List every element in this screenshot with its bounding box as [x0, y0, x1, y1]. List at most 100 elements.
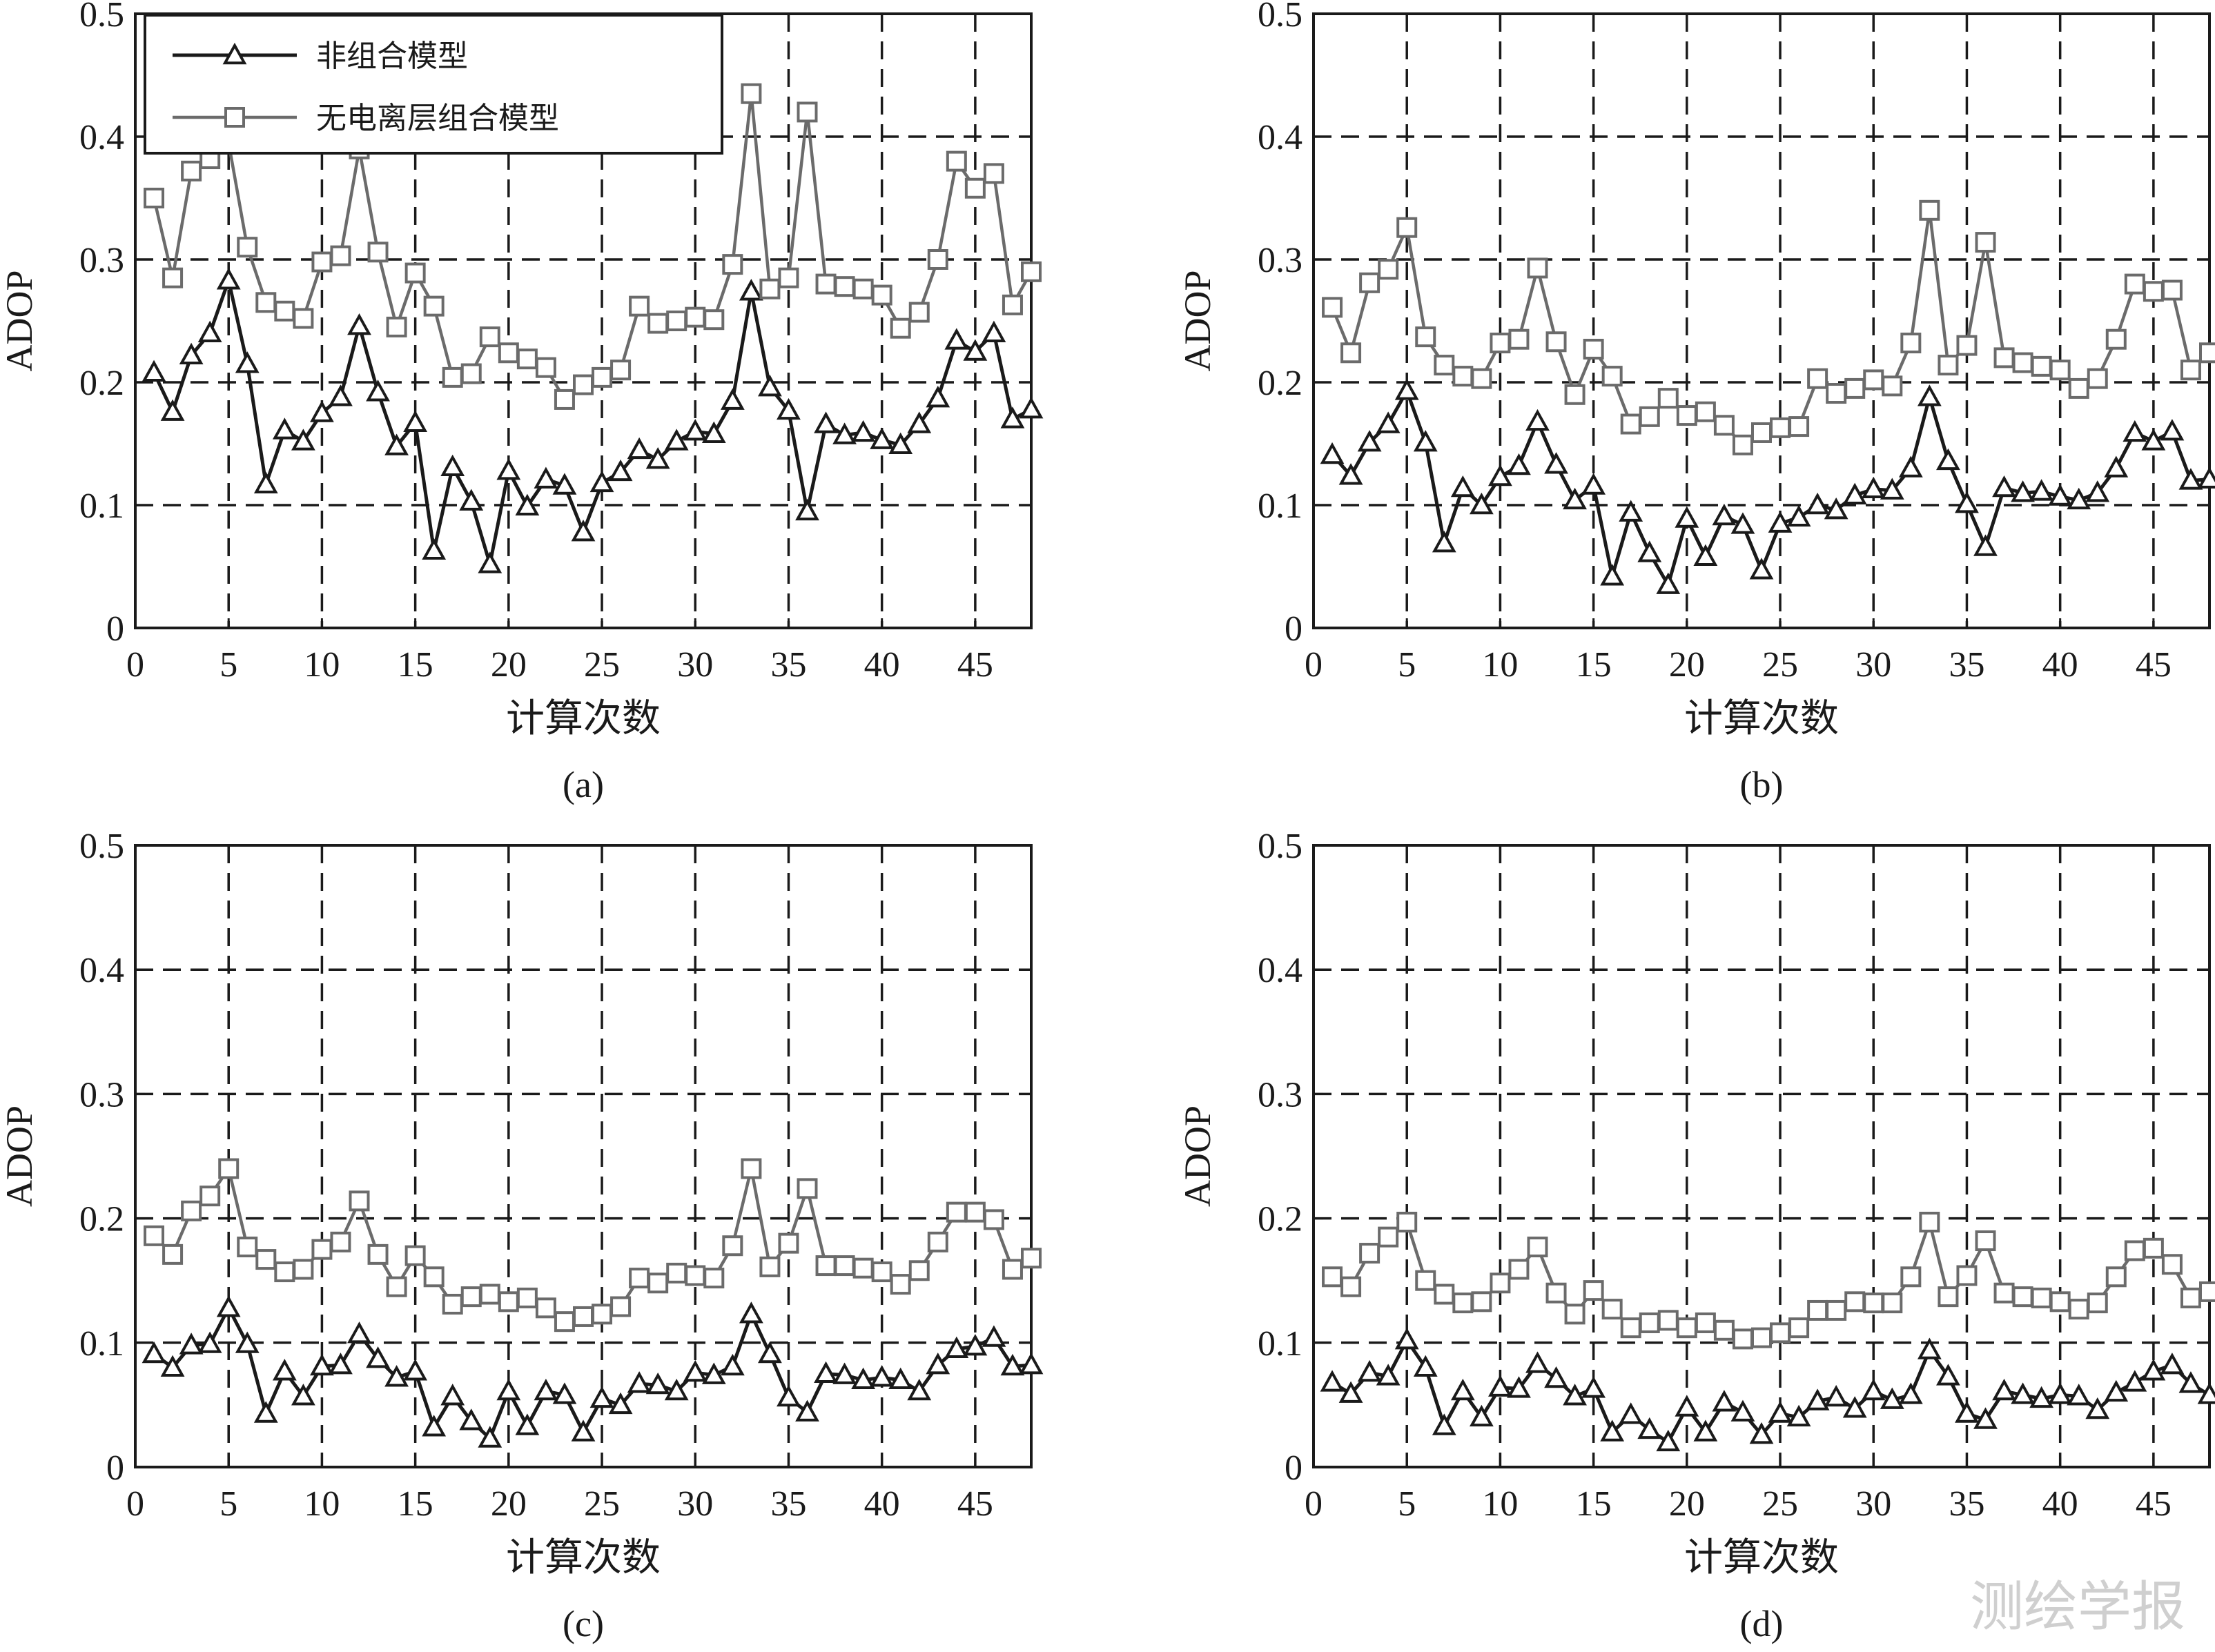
chart-panel-d: 0 5 10 15 20 25 30 35 40 45 0 0.1 0.2 0.3 0.4 0.5 计算次数 AD…: [1177, 827, 2215, 1644]
data-point-square: [2068, 1299, 2089, 1320]
chart-panel-b: 0 5 10 15 20 25 30 35 40 45 0 0.1 0.2 0.3 0.4 0.5 计算次数 AD…: [1177, 0, 2215, 805]
data-point-square: [367, 242, 389, 263]
data-point-triangle: [1432, 531, 1456, 553]
data-point-square: [349, 1190, 370, 1212]
legend-triangle-icon: [222, 42, 247, 65]
y-tick-label: 0: [106, 609, 124, 649]
data-point-triangle: [216, 268, 241, 290]
data-point-triangle: [1693, 1419, 1718, 1442]
data-point-triangle: [2048, 1382, 2073, 1404]
x-tick-label: 0: [126, 1484, 144, 1524]
plot-area: [1314, 845, 2209, 1467]
data-point-square: [1620, 1317, 1641, 1339]
data-point-square: [573, 374, 594, 395]
data-point-square: [797, 1178, 818, 1199]
data-point-triangle: [1544, 1366, 1568, 1388]
x-tick-label: 30: [677, 645, 713, 685]
data-point-square: [1508, 328, 1530, 350]
data-point-square: [181, 1200, 202, 1221]
y-tick-label: 0.5: [1258, 827, 1302, 866]
x-tick-label: 25: [584, 1484, 620, 1524]
data-point-triangle: [1973, 534, 1998, 556]
data-point-triangle: [888, 432, 913, 454]
data-point-square: [2143, 1237, 2164, 1259]
data-point-square: [610, 360, 632, 381]
data-point-square: [946, 1201, 967, 1223]
panel-caption: (d): [1740, 1603, 1784, 1644]
y-tick-label: 0.3: [79, 1075, 124, 1114]
y-tick-label: 0.2: [1258, 1200, 1302, 1239]
data-point-triangle: [1525, 409, 1550, 431]
panel-caption: (c): [563, 1603, 604, 1644]
data-point-square: [852, 278, 874, 299]
data-point-square: [1751, 1327, 1772, 1348]
data-point-square: [386, 316, 407, 337]
chart-panel-c: 0 5 10 15 20 25 30 35 40 45 0 0.1 0.2 0.3 0.4 0.5 计算次数 AD…: [0, 827, 1044, 1644]
data-point-square: [330, 245, 351, 266]
data-point-triangle: [253, 1401, 278, 1423]
data-point-triangle: [1450, 475, 1475, 498]
data-point-square: [1900, 1266, 1922, 1288]
data-point-square: [592, 366, 613, 388]
data-point-square: [442, 1293, 463, 1315]
data-point-triangle: [1749, 558, 1774, 580]
y-tick-label: 0.5: [79, 827, 124, 866]
data-point-triangle: [1917, 384, 1942, 406]
data-point-triangle: [329, 384, 353, 406]
data-point-triangle: [515, 493, 540, 515]
data-point-square: [311, 251, 333, 273]
data-point-square: [629, 295, 650, 317]
data-point-square: [535, 357, 556, 378]
data-point-triangle: [2160, 419, 2185, 441]
data-point-triangle: [534, 1378, 558, 1401]
data-point-triangle: [701, 1362, 726, 1384]
data-point-triangle: [160, 1355, 185, 1377]
x-axis-title: 计算次数: [1684, 696, 1839, 741]
data-point-triangle: [1320, 442, 1345, 464]
data-point-triangle: [1000, 406, 1025, 429]
data-point-square: [1676, 1317, 1697, 1339]
data-point-square: [890, 1274, 911, 1295]
data-point-triangle: [2141, 429, 2166, 451]
data-point-triangle: [627, 437, 652, 460]
data-point-triangle: [664, 429, 689, 451]
data-point-triangle: [814, 411, 838, 433]
data-point-square: [1620, 413, 1641, 435]
y-tick-label: 0.2: [79, 1200, 124, 1239]
data-point-square: [1826, 383, 1847, 404]
data-point-square: [2105, 1266, 2127, 1288]
x-tick-label: 10: [1482, 1484, 1518, 1524]
data-point-triangle: [403, 1359, 428, 1381]
y-tick-label: 0: [1285, 609, 1302, 649]
data-point-square: [1751, 422, 1772, 443]
data-point-square: [685, 306, 706, 328]
data-point-square: [2012, 352, 2033, 373]
watermark-text: 测绘学报: [1970, 1576, 2185, 1638]
data-point-square: [759, 278, 781, 299]
data-point-triangle: [310, 1353, 334, 1376]
data-point-triangle: [1338, 1381, 1363, 1403]
data-point-square: [1676, 405, 1697, 426]
data-point-square: [404, 262, 426, 284]
data-point-square: [1471, 368, 1492, 389]
data-point-triangle: [1768, 511, 1793, 533]
data-point-triangle: [253, 471, 278, 493]
data-point-square: [2031, 1287, 2052, 1308]
data-point-triangle: [1992, 1378, 2016, 1401]
data-point-triangle: [608, 459, 633, 482]
data-point-square: [498, 1291, 519, 1312]
data-point-triangle: [179, 342, 204, 365]
legend-label-1: 非组合模型: [316, 39, 468, 74]
y-axis-title: ADOP: [0, 270, 40, 371]
data-point-square: [647, 313, 669, 334]
data-point-triangle: [758, 1341, 782, 1364]
x-tick-label: 35: [770, 1484, 806, 1524]
data-point-square: [778, 1232, 799, 1254]
data-point-square: [460, 363, 482, 384]
data-point-triangle: [814, 1361, 838, 1384]
data-point-triangle: [1581, 473, 1606, 495]
data-point-square: [1695, 1312, 1716, 1333]
data-point-square: [1415, 326, 1436, 348]
data-point-triangle: [142, 1341, 166, 1364]
data-point-triangle: [777, 1384, 801, 1407]
